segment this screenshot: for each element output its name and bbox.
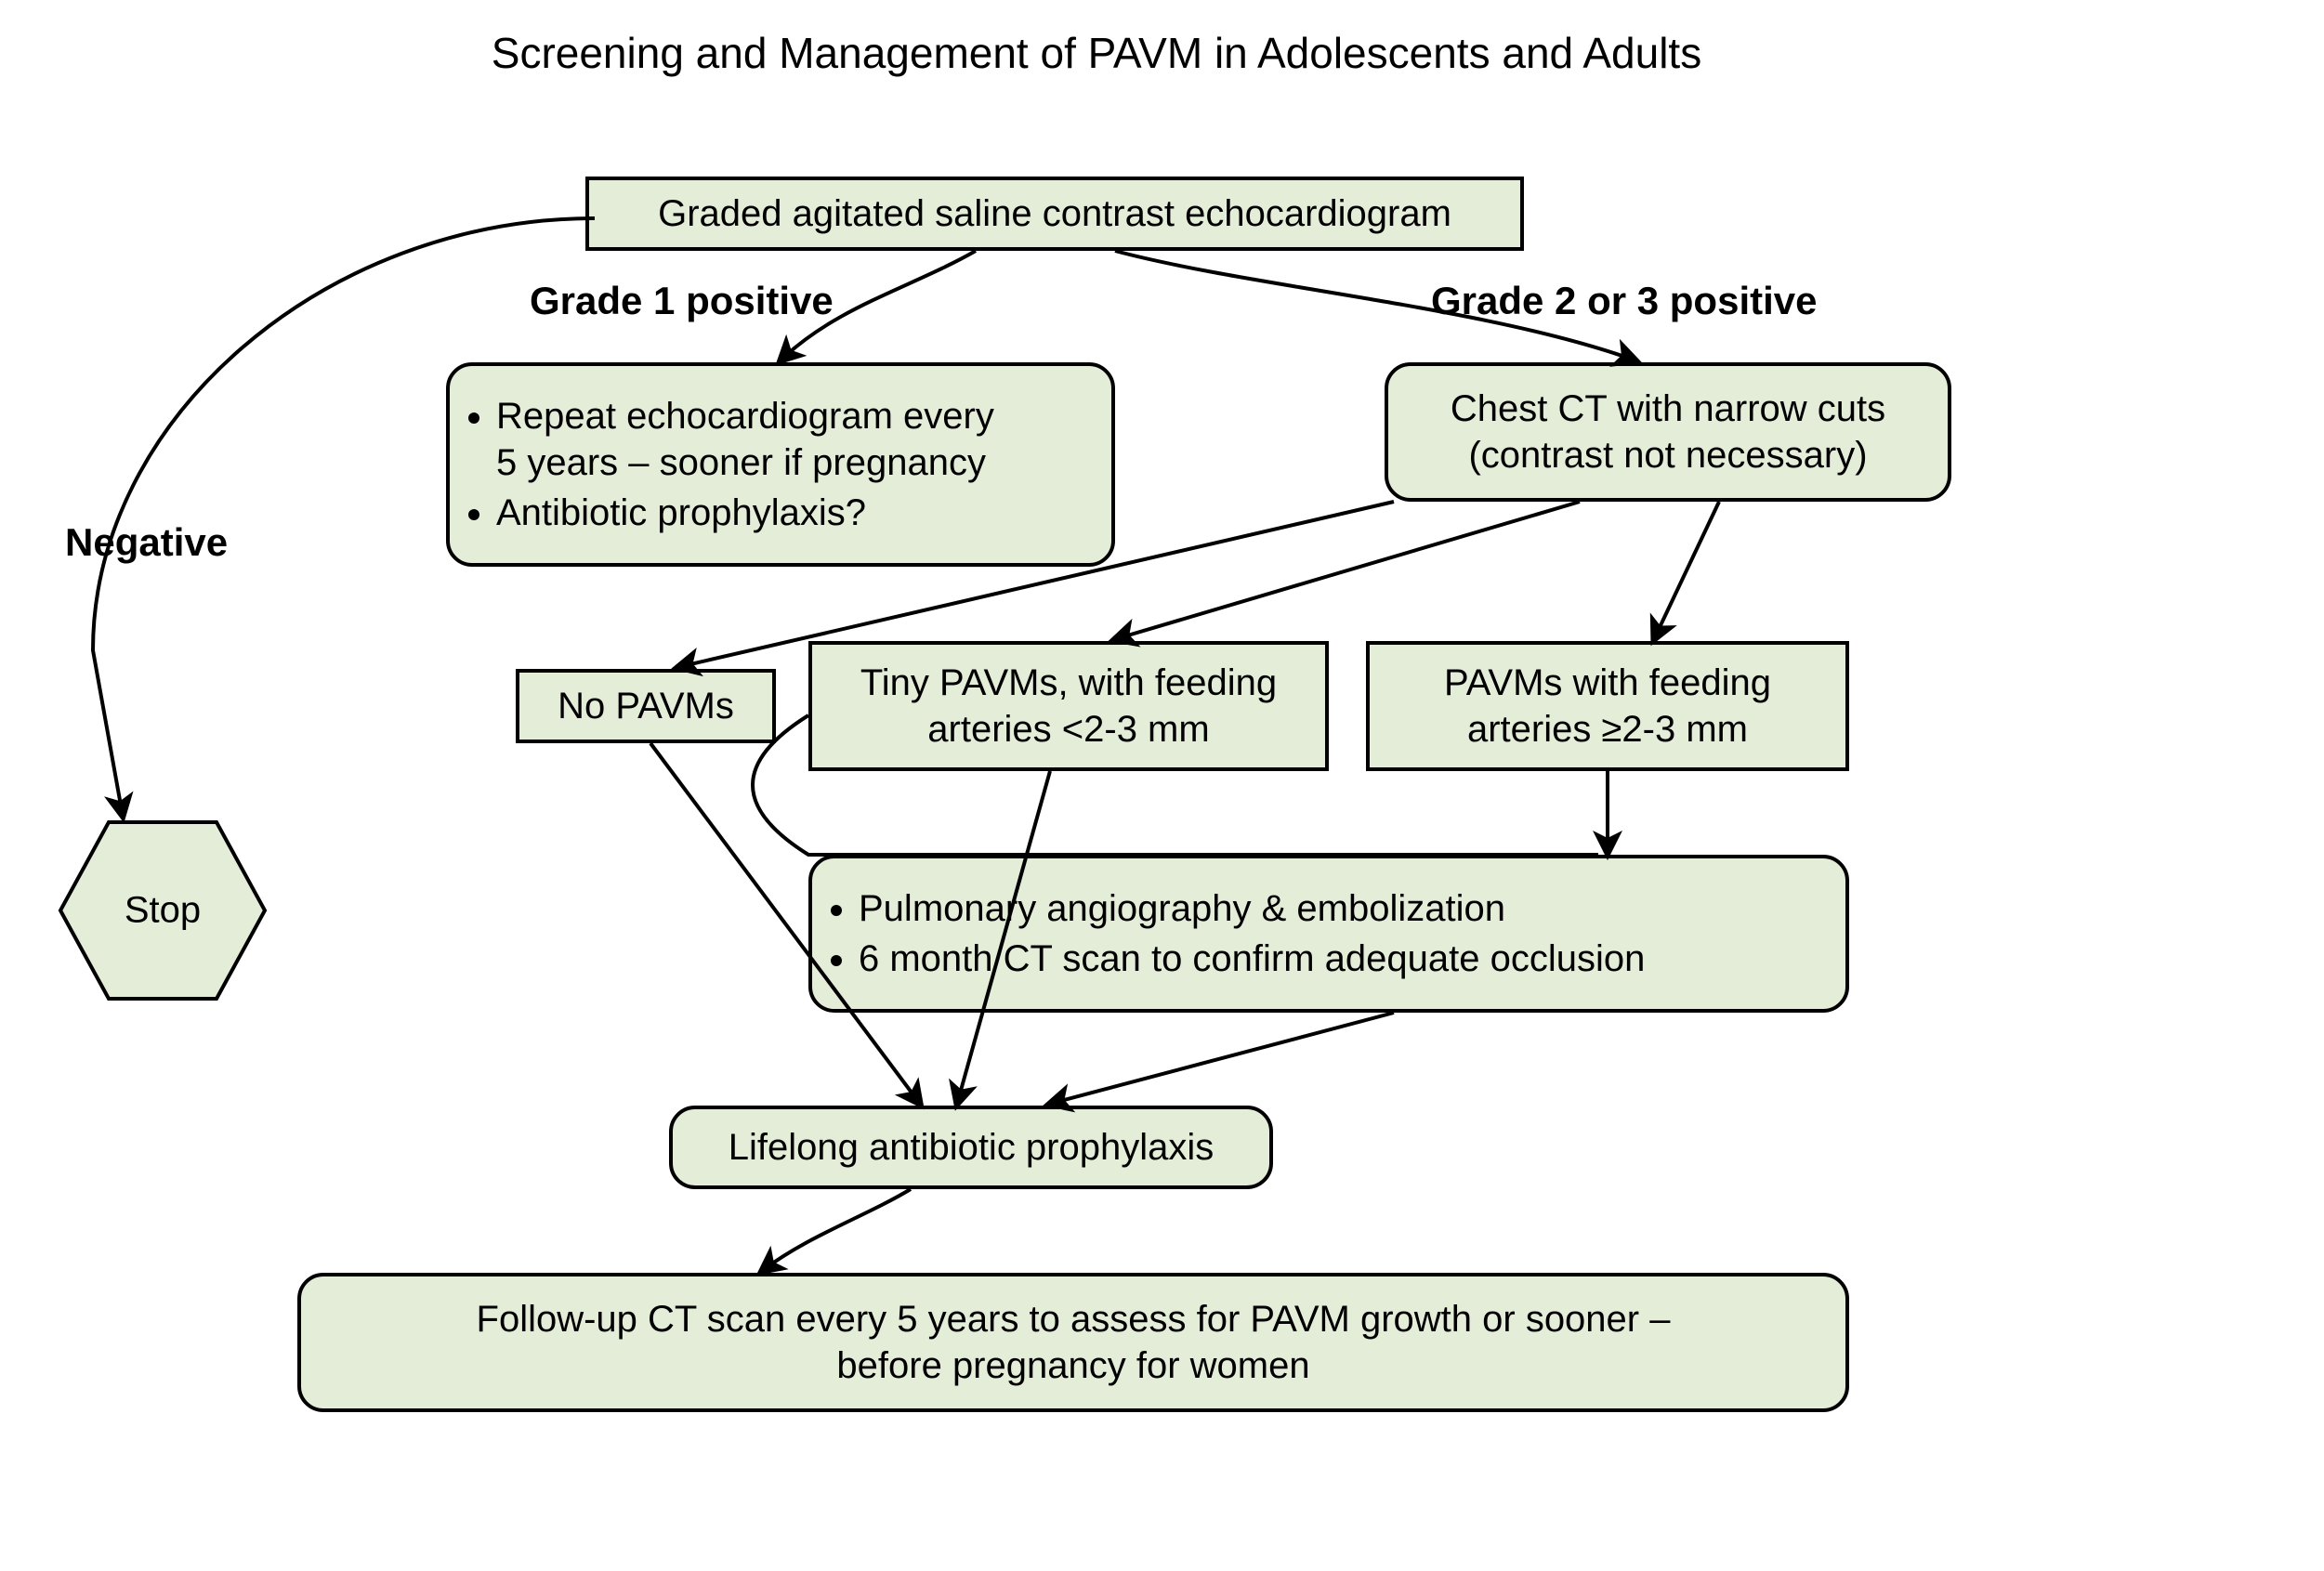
grade1-line3: Antibiotic prophylaxis?: [496, 490, 1093, 536]
node-lifelong: Lifelong antibiotic prophylaxis: [669, 1106, 1273, 1189]
grade1-line1: Repeat echocardiogram every 5 years – so…: [496, 393, 1093, 486]
edge-chestct-tiny: [1115, 502, 1580, 639]
diagram-title: Screening and Management of PAVM in Adol…: [446, 28, 1747, 84]
edge-embol-lifelong: [1050, 1013, 1394, 1104]
node-followup: Follow-up CT scan every 5 years to asses…: [297, 1273, 1849, 1412]
label-grade1: Grade 1 positive: [530, 279, 834, 323]
node-no-pavm: No PAVMs: [516, 669, 776, 743]
no-pavm-text: No PAVMs: [558, 683, 734, 729]
edge-lifelong-followup: [762, 1189, 911, 1271]
node-tiny-pavm: Tiny PAVMs, with feeding arteries <2-3 m…: [808, 641, 1329, 771]
label-negative: Negative: [65, 520, 228, 565]
node-stop: Stop: [56, 818, 269, 1003]
followup-l2: before pregnancy for women: [836, 1345, 1309, 1386]
tiny-l2: arteries <2-3 mm: [927, 709, 1209, 750]
followup-l1: Follow-up CT scan every 5 years to asses…: [477, 1299, 1671, 1340]
node-embolization: Pulmonary angiography & embolization 6 m…: [808, 855, 1849, 1013]
tiny-l1: Tiny PAVMs, with feeding: [860, 662, 1277, 703]
edge-chestct-large: [1654, 502, 1719, 639]
node-chest-ct: Chest CT with narrow cuts (contrast not …: [1385, 362, 1951, 502]
node-start-text: Graded agitated saline contrast echocard…: [658, 190, 1451, 237]
embol-l1: Pulmonary angiography & embolization: [859, 885, 1827, 932]
node-grade1-action: Repeat echocardiogram every 5 years – so…: [446, 362, 1115, 567]
chestct-l2: (contrast not necessary): [1468, 435, 1867, 476]
large-l2: arteries ≥2-3 mm: [1467, 709, 1748, 750]
node-large-pavm: PAVMs with feeding arteries ≥2-3 mm: [1366, 641, 1849, 771]
lifelong-text: Lifelong antibiotic prophylaxis: [729, 1124, 1215, 1171]
embol-l2: 6 month CT scan to confirm adequate occl…: [859, 936, 1827, 982]
node-stop-text: Stop: [125, 890, 201, 932]
node-start: Graded agitated saline contrast echocard…: [585, 177, 1524, 251]
large-l1: PAVMs with feeding: [1444, 662, 1771, 703]
chestct-l1: Chest CT with narrow cuts: [1451, 388, 1885, 429]
label-grade23: Grade 2 or 3 positive: [1431, 279, 1818, 323]
